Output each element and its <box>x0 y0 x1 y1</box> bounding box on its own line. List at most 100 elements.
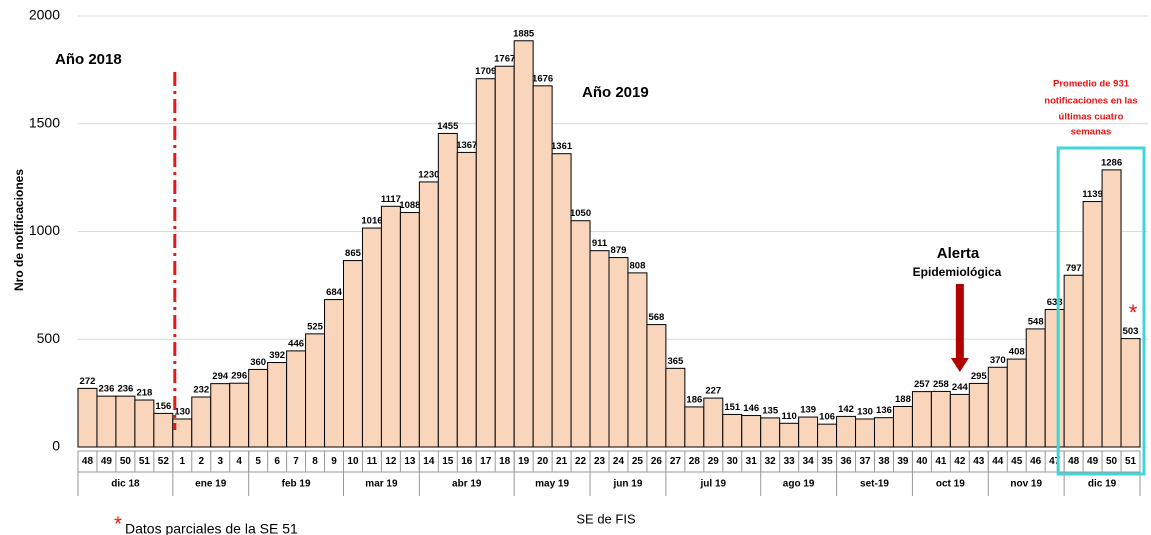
x-group-label: jun 19 <box>613 479 643 490</box>
annotation: Año 2019 <box>582 84 649 101</box>
bar <box>380 205 401 448</box>
bar <box>456 151 477 448</box>
x-group-label: abr 19 <box>452 479 482 490</box>
data-label: 135 <box>762 405 779 416</box>
x-group-label: may 19 <box>535 479 569 490</box>
bar <box>134 399 155 448</box>
data-label: 156 <box>155 401 171 412</box>
x-tick-label: 31 <box>746 456 758 467</box>
bar <box>817 423 838 448</box>
x-tick-label: 30 <box>727 456 739 467</box>
bar <box>513 40 534 448</box>
data-label: 258 <box>933 379 949 390</box>
data-label: 294 <box>212 371 229 382</box>
data-label: 1885 <box>513 28 535 39</box>
annotation: Año 2018 <box>55 51 122 68</box>
bar <box>437 132 458 448</box>
data-label: 911 <box>592 238 608 249</box>
x-tick-label: 23 <box>594 456 606 467</box>
annotation: notificaciones en las <box>1044 96 1137 107</box>
data-label: 188 <box>895 394 911 405</box>
bar <box>855 418 875 448</box>
bar <box>210 383 231 448</box>
bar <box>684 406 705 448</box>
bar <box>77 387 98 448</box>
x-tick-label: 20 <box>537 456 549 467</box>
data-label: 797 <box>1066 263 1082 274</box>
x-tick-label: 10 <box>347 456 359 467</box>
bar <box>646 324 667 448</box>
data-label: 146 <box>743 403 759 414</box>
bar <box>115 395 136 448</box>
bar <box>836 415 857 448</box>
x-tick-label: 13 <box>404 456 416 467</box>
data-label: 1455 <box>437 121 459 132</box>
annotation: Alerta <box>937 245 980 262</box>
bar <box>361 227 382 448</box>
footnote: Datos parciales de la SE 51 <box>125 521 298 535</box>
x-tick-label: 6 <box>274 456 280 467</box>
x-tick-label: 35 <box>822 456 834 467</box>
bar <box>324 299 344 448</box>
data-label: 865 <box>345 248 362 259</box>
x-tick-label: 24 <box>613 456 625 467</box>
bar <box>343 260 363 448</box>
data-label: 296 <box>231 371 247 382</box>
x-tick-label: 14 <box>423 456 435 467</box>
bar <box>589 250 610 448</box>
annotation: Epidemiológica <box>913 265 1002 279</box>
x-tick-label: 3 <box>217 456 223 467</box>
x-tick-label: 5 <box>255 456 261 467</box>
x-tick-label: 26 <box>651 456 663 467</box>
x-group-label: dic 19 <box>1088 479 1117 490</box>
x-tick-label: 51 <box>139 456 151 467</box>
data-label: 808 <box>630 260 646 271</box>
bar <box>475 78 496 448</box>
data-label: 295 <box>971 371 988 382</box>
x-tick-label: 4 <box>236 456 242 467</box>
bar <box>874 417 894 448</box>
annotation: Promedio de 931 <box>1053 79 1130 90</box>
bar <box>1006 358 1027 448</box>
data-label: 360 <box>250 357 266 368</box>
bar <box>551 153 572 448</box>
data-label: 130 <box>174 407 190 418</box>
bar <box>1063 274 1084 448</box>
x-group-label: jul 19 <box>700 479 727 490</box>
bar <box>760 417 781 448</box>
x-group-label: set-19 <box>860 479 889 490</box>
x-tick-label: 28 <box>689 456 701 467</box>
data-label: 142 <box>838 404 854 415</box>
data-label: 525 <box>307 321 324 332</box>
data-label: 151 <box>724 402 741 413</box>
data-label: 236 <box>117 384 133 395</box>
data-label: 638 <box>1047 297 1063 308</box>
x-tick-label: 41 <box>935 456 947 467</box>
data-label: 1367 <box>456 140 477 151</box>
bar <box>1120 338 1141 448</box>
y-tick-label: 1500 <box>29 114 60 130</box>
data-label: 1286 <box>1101 157 1122 168</box>
bar <box>703 397 724 448</box>
bar <box>968 382 989 448</box>
x-tick-label: 50 <box>120 456 132 467</box>
bar <box>494 65 515 448</box>
bar <box>1044 309 1065 448</box>
data-label: 130 <box>857 407 873 418</box>
x-tick-label: 1 <box>180 456 186 467</box>
highlight-box <box>1056 146 1146 476</box>
bar <box>418 181 439 448</box>
bar <box>286 350 307 448</box>
bar <box>608 257 629 448</box>
data-label: 110 <box>781 411 796 422</box>
x-group-label: nov 19 <box>1010 479 1042 490</box>
y-tick-label: 0 <box>52 438 60 454</box>
footnote-mark: * <box>114 513 122 535</box>
bar <box>153 412 174 448</box>
x-group-label: dic 18 <box>111 479 140 490</box>
bar <box>229 382 250 448</box>
data-label: 568 <box>648 312 664 323</box>
bar <box>248 368 269 448</box>
data-label: 244 <box>952 382 969 393</box>
annotation: últimas cuatro <box>1059 112 1124 123</box>
